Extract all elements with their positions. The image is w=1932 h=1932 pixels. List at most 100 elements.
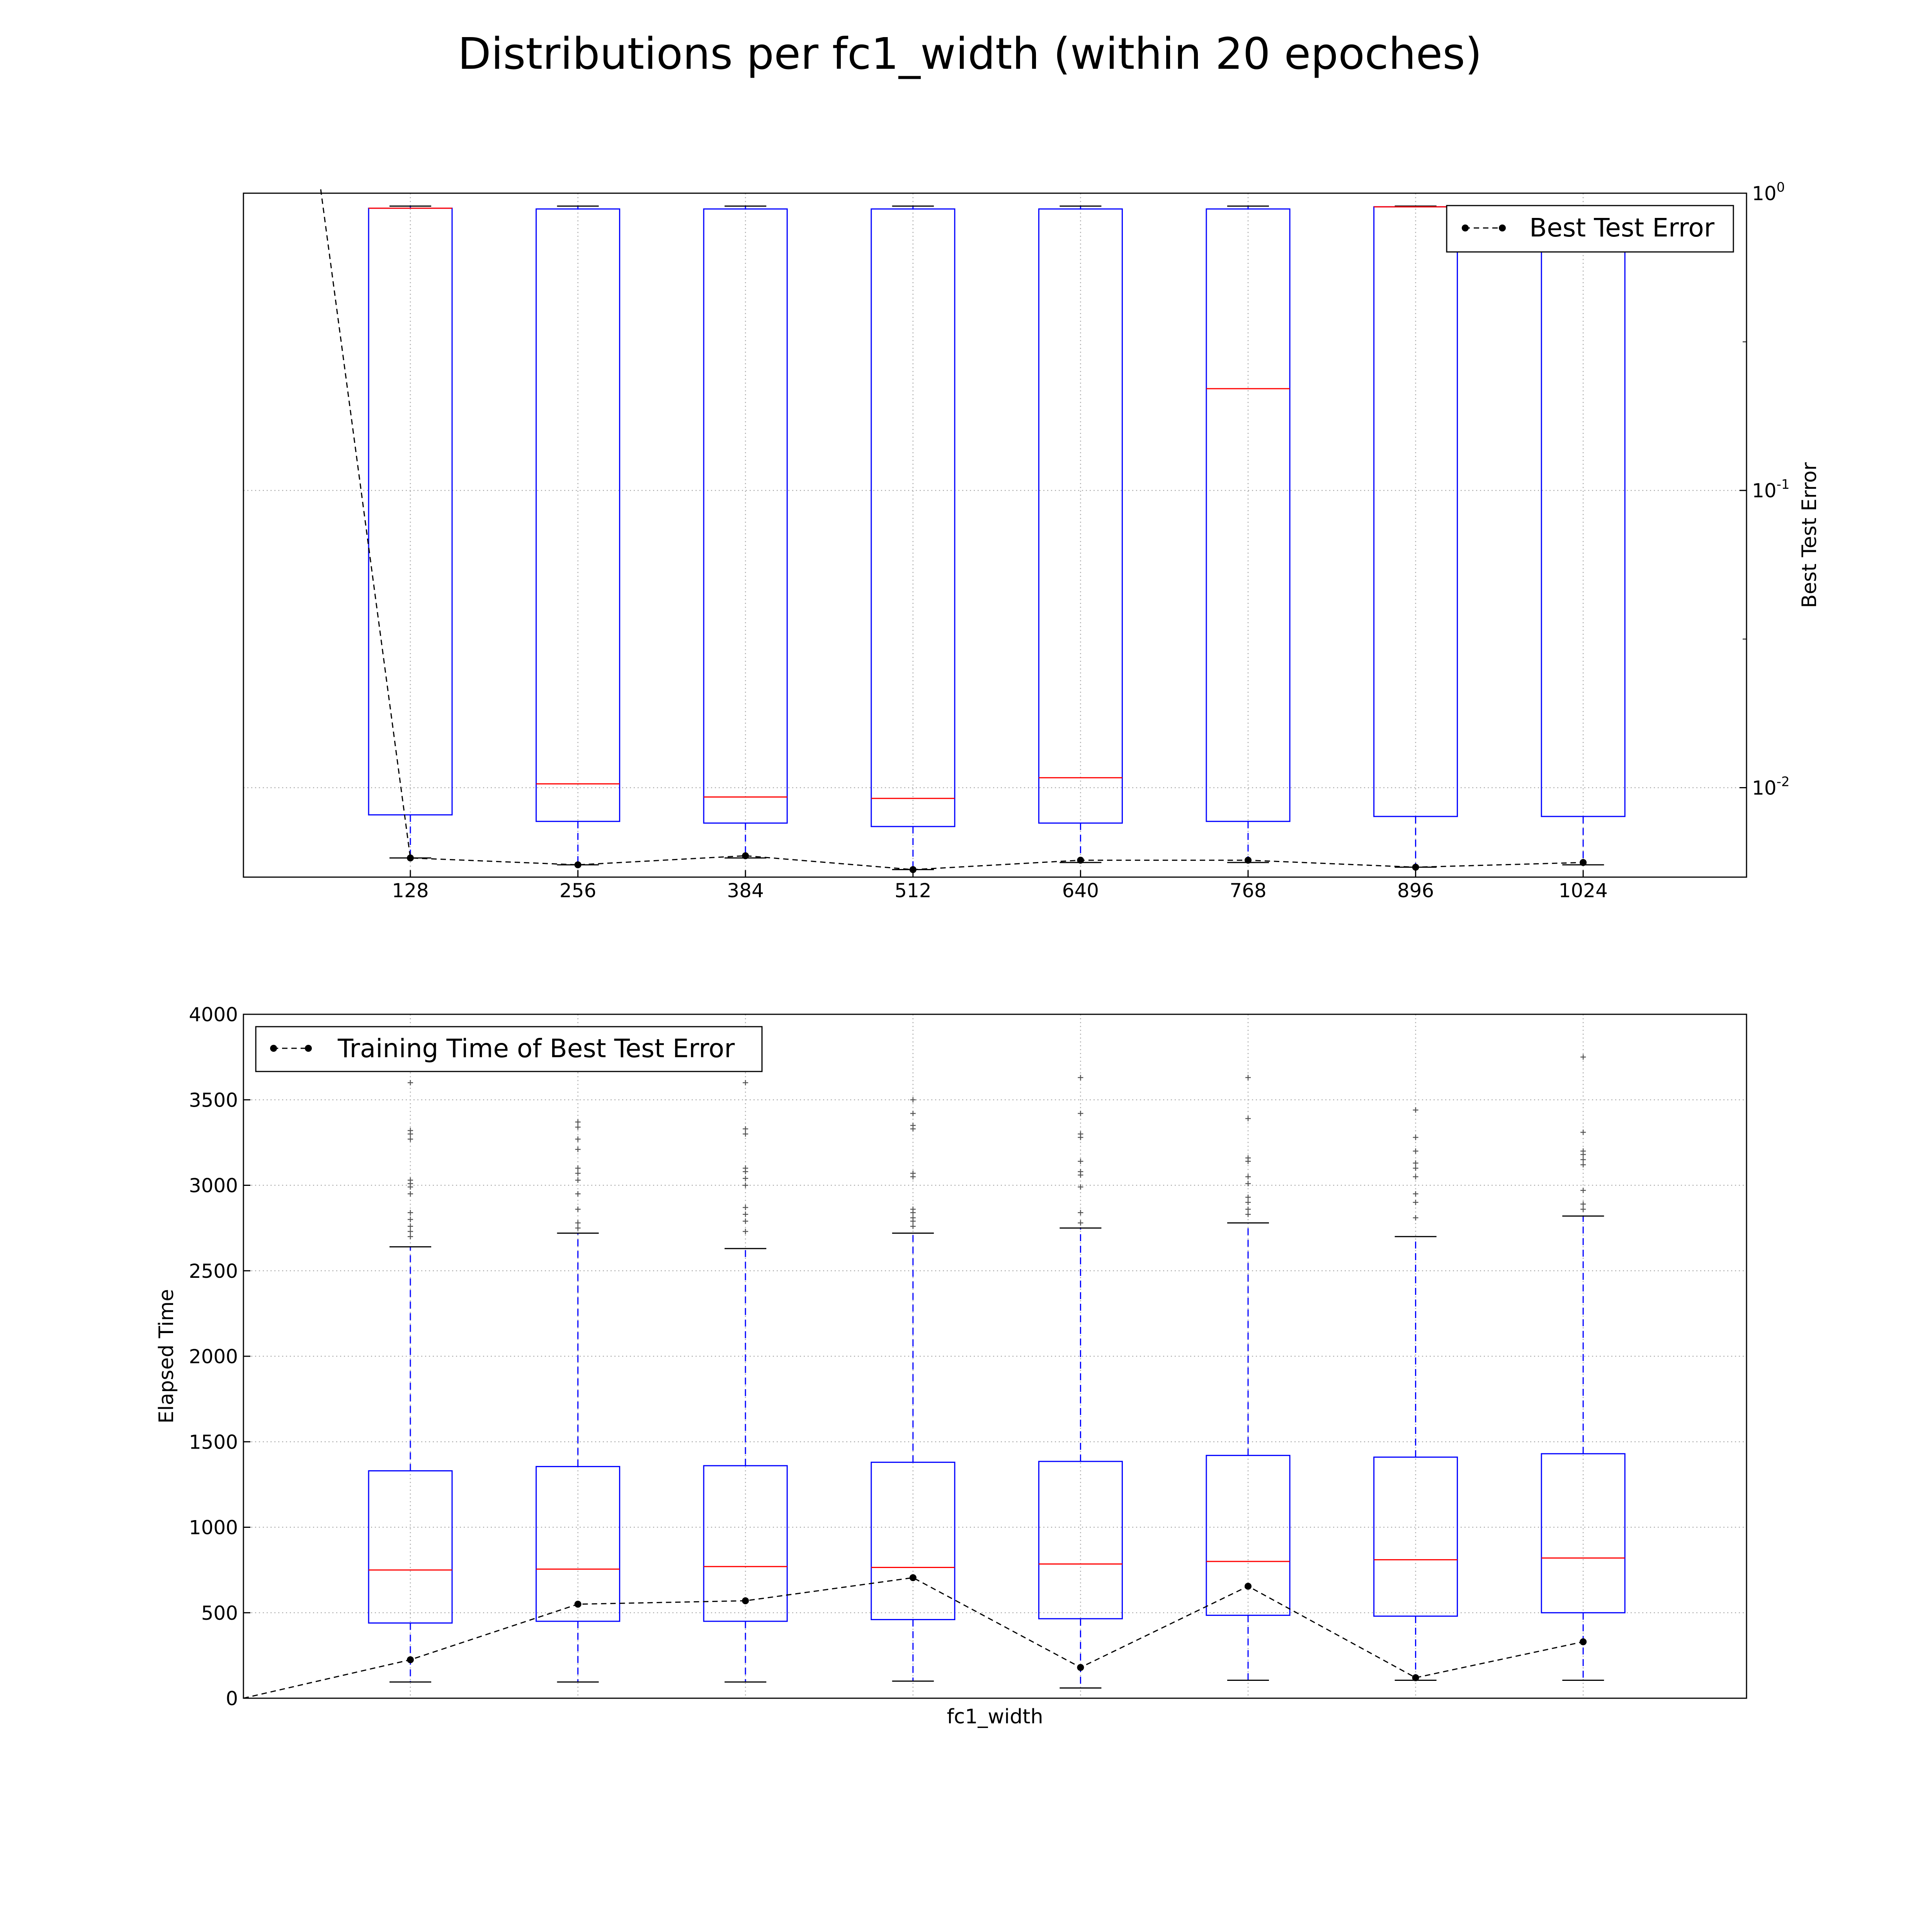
outlier-marker	[575, 1206, 581, 1212]
top-box-384	[703, 205, 788, 859]
top-y-ticks: 10-2 10-1 100	[1740, 180, 1790, 799]
outlier-marker	[1078, 1131, 1083, 1137]
bottom-y-ticks: 0 500 1000 1500 2000 2500 3000 3500 4000	[189, 1003, 250, 1710]
top-boxplots	[368, 205, 1626, 871]
outlier-marker	[1413, 1191, 1418, 1197]
box-iqr	[1038, 1461, 1123, 1619]
outlier-marker	[743, 1228, 748, 1234]
outlier-marker	[408, 1228, 413, 1234]
bottom-training-time-series	[243, 1574, 1587, 1699]
bot-series-line	[243, 1577, 1583, 1699]
outlier-marker	[1245, 1116, 1251, 1121]
outlier-marker	[408, 1136, 413, 1142]
bottom-legend-box	[255, 1026, 763, 1072]
outlier-marker	[575, 1119, 581, 1125]
top-ytick-label: 100	[1752, 180, 1785, 205]
box-iqr	[1206, 208, 1291, 822]
outlier-marker	[408, 1128, 413, 1133]
top-series-point-384	[742, 852, 749, 859]
outlier-marker	[1078, 1075, 1083, 1080]
outlier-marker	[575, 1225, 581, 1231]
bottom-legend-marker	[305, 1045, 312, 1052]
bot-ytick-label: 3000	[189, 1175, 238, 1197]
outlier-marker	[408, 1210, 413, 1216]
top-xtick-label-384: 384	[727, 879, 764, 902]
outlier-marker	[1413, 1134, 1418, 1140]
outlier-marker	[910, 1206, 916, 1212]
outlier-marker	[575, 1165, 581, 1171]
top-series-point-512	[909, 866, 917, 873]
outlier-marker	[743, 1165, 748, 1171]
outlier-marker	[743, 1218, 748, 1224]
top-series-line	[320, 189, 1583, 871]
bot-series-point-768	[1245, 1583, 1252, 1590]
bot-ytick-label: 3500	[189, 1089, 238, 1111]
outlier-marker	[575, 1177, 581, 1183]
outlier-marker	[1245, 1181, 1251, 1187]
bottom-legend-marker	[270, 1045, 277, 1052]
top-legend-marker	[1499, 224, 1506, 231]
top-box-896	[1373, 205, 1458, 868]
outlier-marker	[408, 1080, 413, 1085]
outlier-marker	[1413, 1160, 1418, 1166]
bottom-legend-label: Training Time of Best Test Error	[337, 1034, 735, 1063]
top-series-point-640	[1077, 857, 1084, 864]
outlier-marker	[1413, 1165, 1418, 1171]
outlier-marker	[910, 1215, 916, 1221]
outlier-marker	[910, 1111, 916, 1116]
outlier-marker	[1078, 1184, 1083, 1190]
box-iqr	[1541, 208, 1626, 817]
bottom-axes: 0 500 1000 1500 2000 2500 3000 3500 4000 Elapsed…	[155, 1003, 1747, 1728]
outlier-marker	[743, 1205, 748, 1211]
top-box-128	[368, 205, 453, 859]
top-gridlines	[243, 193, 1747, 877]
outlier-marker	[910, 1097, 916, 1103]
outlier-marker	[1078, 1169, 1083, 1175]
outlier-marker	[1580, 1201, 1586, 1207]
bot-series-point-512	[909, 1574, 917, 1582]
top-legend-label: Best Test Error	[1529, 213, 1715, 243]
outlier-marker	[1078, 1111, 1083, 1116]
outlier-marker	[1078, 1220, 1083, 1226]
box-iqr	[871, 1461, 956, 1620]
bot-ytick-label: 4000	[189, 1003, 238, 1026]
outlier-marker	[1245, 1155, 1251, 1161]
top-xtick-label-256: 256	[560, 879, 596, 902]
box-iqr	[536, 1466, 621, 1622]
bot-series-point-384	[742, 1597, 749, 1604]
top-axes: 128 256 384 512 640 768 896 1024 10-2 10-1 100 Be…	[243, 180, 1821, 902]
outlier-marker	[743, 1080, 748, 1085]
top-legend-marker	[1462, 224, 1469, 231]
bot-box-896	[1373, 1107, 1458, 1681]
top-series-point-896	[1412, 864, 1419, 871]
top-series-point-128	[407, 854, 414, 862]
bot-series-point-640	[1077, 1664, 1084, 1671]
outlier-marker	[1580, 1054, 1586, 1060]
bot-series-point-1024	[1580, 1638, 1587, 1645]
bottom-y-axis-label: Elapsed Time	[155, 1289, 178, 1423]
bot-box-768	[1206, 1075, 1291, 1681]
outlier-marker	[575, 1146, 581, 1152]
box-iqr	[536, 208, 621, 822]
top-series-point-1024	[1580, 859, 1587, 866]
outlier-marker	[1413, 1174, 1418, 1180]
outlier-marker	[1245, 1199, 1251, 1205]
outlier-marker	[1580, 1206, 1586, 1212]
top-xtick-label-640: 640	[1062, 879, 1099, 902]
bot-ytick-label: 0	[226, 1687, 238, 1710]
outlier-marker	[575, 1191, 581, 1197]
outlier-marker	[1245, 1206, 1251, 1212]
outlier-marker	[1580, 1162, 1586, 1168]
bot-ytick-label: 2000	[189, 1345, 238, 1368]
box-iqr	[871, 208, 956, 827]
bot-box-256	[536, 1119, 621, 1683]
bot-ytick-label: 1500	[189, 1431, 238, 1453]
outlier-marker	[1580, 1129, 1586, 1135]
top-x-ticks: 128 256 384 512 640 768 896 1024	[392, 870, 1608, 902]
outlier-marker	[575, 1220, 581, 1226]
bottom-plot-frame	[243, 1014, 1747, 1699]
top-legend: Best Test Error	[1446, 205, 1734, 253]
box-iqr	[1038, 208, 1123, 824]
outlier-marker	[743, 1182, 748, 1188]
outlier-marker	[1580, 1187, 1586, 1193]
